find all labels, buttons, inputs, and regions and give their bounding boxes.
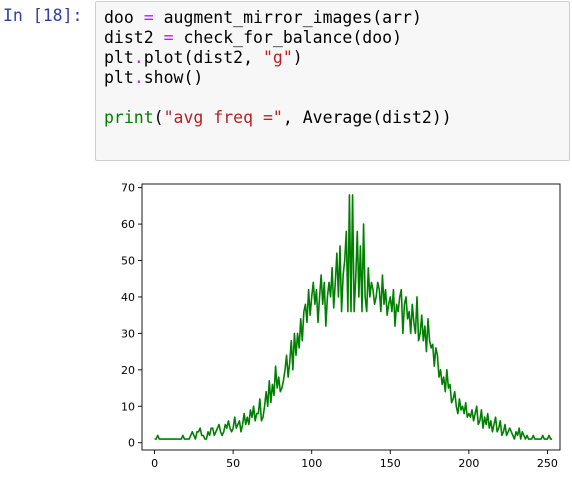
y-tick-label: 0 <box>128 437 135 450</box>
code-cell-input[interactable]: doo = augment_mirror_images(arr) dist2 =… <box>95 1 570 161</box>
code-token: doo <box>104 8 144 27</box>
code-token: check_for_balance(doo) <box>173 28 403 47</box>
x-tick-label: 0 <box>151 457 158 470</box>
cell-output: 0 50 100 150 200 250 0 10 20 30 40 50 60 70 <box>100 172 568 502</box>
series-line <box>154 194 553 440</box>
code-token: print <box>104 108 154 127</box>
code-token: "g" <box>262 48 293 67</box>
code-token: dist2 <box>104 28 164 47</box>
code-token: = <box>163 28 174 47</box>
code-token: ) <box>292 48 303 67</box>
y-tick-label: 20 <box>121 364 135 377</box>
code-line: plt.plot(dist2, "g") <box>104 48 303 67</box>
y-tick-label: 40 <box>121 291 135 304</box>
code-line: plt.show() <box>104 68 203 87</box>
x-tick-label: 100 <box>301 457 322 470</box>
x-tick-label: 200 <box>458 457 479 470</box>
code-token: show() <box>143 68 204 87</box>
code-token: plot(dist2, <box>143 48 263 67</box>
y-tick-label: 50 <box>121 255 135 268</box>
y-tick-label: 10 <box>121 400 135 413</box>
x-tick-label: 50 <box>226 457 240 470</box>
code-token: plt <box>104 68 134 87</box>
code-line: doo = augment_mirror_images(arr) <box>104 8 422 27</box>
code-token: = <box>143 8 154 27</box>
plot-frame <box>141 183 561 451</box>
series-layer <box>154 194 553 440</box>
code-token: "avg freq =" <box>163 108 283 127</box>
axis-ticks: 0 50 100 150 200 250 0 10 20 30 40 50 60 70 <box>121 182 558 470</box>
code-token: augment_mirror_images(arr) <box>153 8 422 27</box>
y-tick-label: 70 <box>121 182 135 195</box>
code-token: . <box>133 68 144 87</box>
x-tick-label: 150 <box>380 457 401 470</box>
line-chart: 0 50 100 150 200 250 0 10 20 30 40 50 60 70 <box>121 182 561 470</box>
y-tick-label: 60 <box>121 218 135 231</box>
x-tick-label: 250 <box>537 457 558 470</box>
code-token: . <box>133 48 144 67</box>
code-token: ( <box>153 108 164 127</box>
cell-prompt: In [18]: <box>3 6 83 25</box>
code-token: , Average(dist2)) <box>282 108 452 127</box>
code-editor[interactable]: doo = augment_mirror_images(arr) dist2 =… <box>104 8 452 128</box>
code-token: plt <box>104 48 134 67</box>
y-tick-label: 30 <box>121 327 135 340</box>
code-line: dist2 = check_for_balance(doo) <box>104 28 402 47</box>
code-line: print("avg freq =", Average(dist2)) <box>104 108 452 127</box>
